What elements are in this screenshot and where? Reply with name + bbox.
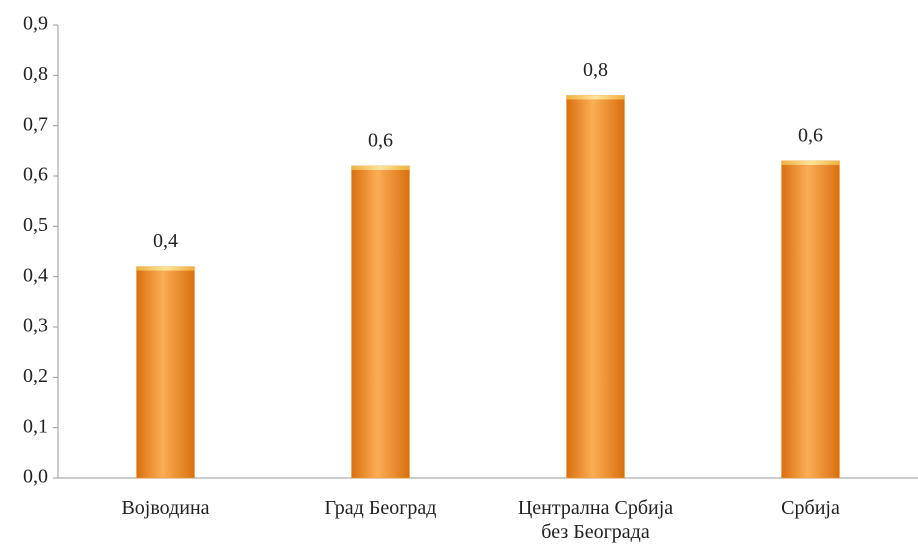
bar-cap	[566, 95, 625, 100]
x-tick-label: Србија	[781, 497, 840, 519]
value-label: 0,6	[368, 130, 393, 152]
bar-cap	[351, 165, 410, 170]
y-tick-label: 0,7	[23, 113, 48, 135]
y-tick-label: 0,3	[23, 315, 48, 337]
x-tick-label: Централна Србија без Београда	[517, 497, 674, 543]
bar	[351, 165, 410, 479]
x-tick-label: Војводина	[121, 497, 210, 519]
y-tick-label: 0,1	[23, 415, 48, 437]
y-tick-label: 0,0	[23, 466, 48, 488]
x-tick-label: Град Београд	[324, 497, 437, 519]
value-label: 0,4	[153, 230, 178, 252]
bar-cap	[136, 266, 195, 271]
bar	[566, 95, 625, 479]
y-tick-label: 0,4	[23, 264, 48, 286]
y-tick-label: 0,8	[23, 63, 48, 85]
bar-cap	[781, 160, 840, 165]
y-tick-label: 0,5	[23, 214, 48, 236]
bar	[781, 160, 840, 479]
y-tick-label: 0,9	[23, 13, 48, 35]
value-label: 0,8	[583, 59, 608, 81]
value-label: 0,6	[798, 124, 823, 146]
y-tick-label: 0,6	[23, 164, 48, 186]
bar	[136, 266, 195, 479]
y-tick-label: 0,2	[23, 365, 48, 387]
